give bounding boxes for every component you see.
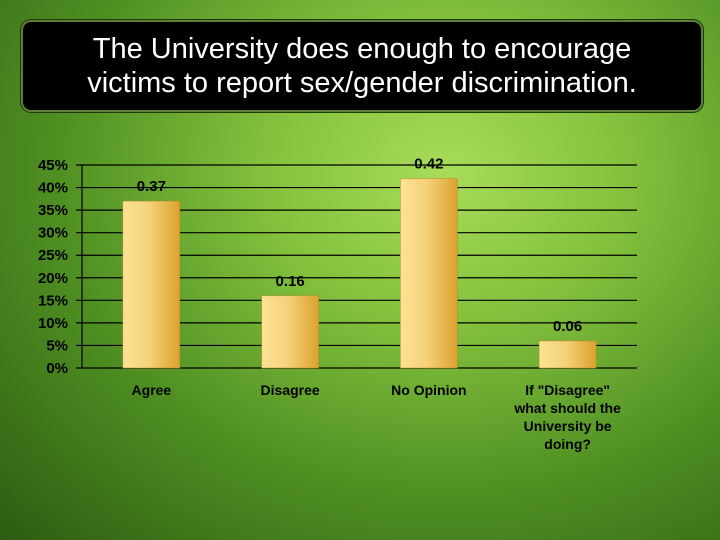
y-tick-label: 25% <box>38 247 68 264</box>
bar <box>122 200 181 369</box>
bar <box>400 178 458 369</box>
y-tick-label: 40% <box>38 180 68 197</box>
y-tick-label: 15% <box>38 292 68 309</box>
y-tick-label: 35% <box>38 202 68 219</box>
y-tick-label: 10% <box>38 315 68 332</box>
title-box: The University does enough to encourage … <box>21 20 703 112</box>
y-tick-label: 45% <box>38 157 68 174</box>
data-label: 0.42 <box>414 156 443 173</box>
y-tick-label: 0% <box>46 360 68 377</box>
x-tick-label: Agree <box>132 382 172 398</box>
data-label: 0.06 <box>553 318 582 335</box>
bars <box>122 178 597 369</box>
x-tick-label: If "Disagree" what should the University b… <box>513 382 621 452</box>
bar <box>538 340 597 369</box>
y-axis-ticks: 0% 5% 10% 15% 20% 25% 30% 35% 40% 45% <box>38 157 68 377</box>
data-labels: 0.37 0.16 0.42 0.06 <box>137 156 582 335</box>
y-tick-label: 5% <box>46 337 68 354</box>
data-label: 0.37 <box>137 178 166 195</box>
data-label: 0.16 <box>276 273 305 290</box>
x-axis-ticks: Agree Disagree No Opinion If "Disagree" what… <box>132 382 622 452</box>
y-tick-label: 20% <box>38 270 68 287</box>
y-tick-label: 30% <box>38 225 68 242</box>
bar <box>261 295 319 369</box>
x-tick-label: No Opinion <box>391 382 466 398</box>
chart-title: The University does enough to encourage … <box>87 33 637 99</box>
x-tick-label: Disagree <box>261 382 320 398</box>
